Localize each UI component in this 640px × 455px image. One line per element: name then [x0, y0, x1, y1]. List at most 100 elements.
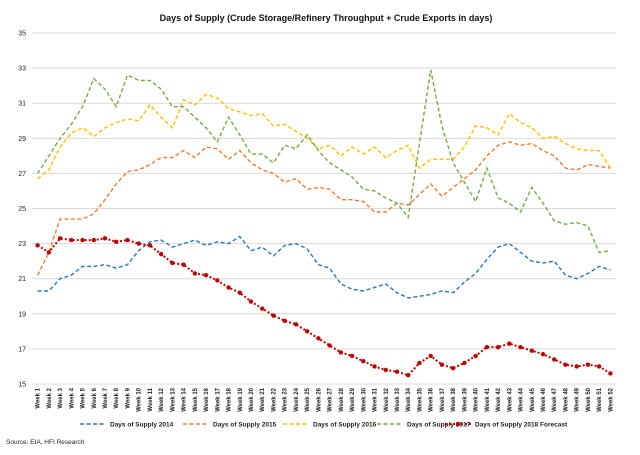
y-tick-label: 19 — [18, 311, 26, 318]
series-line-3 — [37, 93, 611, 180]
x-tick-label: Week 30 — [361, 387, 367, 412]
forecast-point — [192, 271, 198, 276]
forecast-point — [608, 371, 613, 376]
source-note: Source: EIA, HFI Research — [6, 439, 85, 446]
forecast-point — [361, 358, 366, 364]
forecast-point — [147, 243, 153, 248]
forecast-point — [552, 357, 557, 362]
x-tick-label: Week 22 — [271, 387, 277, 412]
x-tick-label: Week 51 — [597, 387, 603, 412]
x-tick-label: Week 38 — [451, 387, 457, 412]
forecast-point — [417, 360, 422, 366]
forecast-point — [248, 299, 254, 304]
forecast-point — [69, 237, 74, 243]
x-tick-label: Week 39 — [462, 387, 468, 412]
x-tick-label: Week 46 — [541, 387, 547, 412]
legend-label: Days of Supply 2018 Forecast — [475, 422, 568, 429]
x-tick-label: Week 52 — [608, 387, 614, 412]
x-tick-label: Week 27 — [328, 387, 334, 412]
x-tick-label: Week 26 — [316, 387, 322, 412]
x-tick-label: Week 15 — [193, 387, 199, 412]
y-tick-label: 29 — [18, 136, 26, 143]
x-tick-label: Week 40 — [474, 387, 480, 412]
x-tick-label: Week 23 — [283, 387, 289, 412]
x-tick-label: Week 35 — [417, 387, 423, 412]
x-tick-label: Week 28 — [339, 387, 345, 412]
legend: Days of Supply 2014 Days of Supply 2015 Da… — [80, 422, 568, 429]
x-tick-label: Week 7 — [103, 387, 109, 408]
x-tick-label: Week 36 — [429, 387, 435, 412]
forecast-point — [473, 353, 478, 359]
forecast-point — [158, 251, 164, 257]
x-tick-label: Week 21 — [260, 387, 266, 412]
series-line-5 — [37, 237, 611, 377]
x-tick-label: Week 44 — [519, 387, 525, 412]
legend-label: Days of Supply 2014 — [110, 422, 174, 429]
x-tick-label: Week 19 — [238, 387, 244, 412]
x-tick-label: Week 25 — [305, 387, 311, 412]
x-tick-label: Week 13 — [170, 387, 176, 412]
x-tick-label: Week 49 — [575, 387, 581, 412]
x-tick-label: Week 37 — [440, 387, 446, 412]
x-tick-label: Week 32 — [384, 387, 390, 412]
x-tick-label: Week 12 — [159, 387, 165, 412]
forecast-point — [574, 364, 579, 369]
series-line-4 — [37, 69, 611, 254]
forecast-point — [170, 260, 175, 266]
forecast-point — [316, 336, 321, 341]
forecast-point — [271, 313, 276, 318]
forecast-point — [293, 322, 299, 327]
forecast-point — [80, 237, 85, 243]
x-tick-label: Week 11 — [148, 387, 154, 411]
forecast-point — [35, 243, 40, 248]
forecast-point — [327, 343, 332, 348]
x-tick-label: Week 34 — [406, 387, 412, 412]
forecast-point — [484, 344, 490, 350]
x-tick-label: Week 2 — [47, 387, 53, 408]
x-tick-label: Week 42 — [496, 387, 502, 412]
x-tick-label: Week 1 — [36, 387, 42, 408]
legend-label: Days of Supply 2015 — [213, 422, 277, 429]
forecast-point — [57, 236, 63, 241]
x-tick-label: Week 5 — [81, 387, 87, 408]
series-lines — [35, 69, 613, 378]
x-tick-label: Week 6 — [92, 387, 98, 408]
x-tick-label: Week 24 — [294, 387, 300, 412]
x-tick-label: Week 43 — [507, 387, 513, 412]
forecast-point — [507, 341, 512, 346]
y-tick-label: 23 — [18, 241, 26, 248]
forecast-point — [125, 237, 130, 243]
forecast-point — [428, 353, 433, 359]
forecast-point — [102, 236, 108, 241]
forecast-point — [540, 351, 546, 357]
x-tick-label: Week 14 — [182, 387, 188, 412]
y-tick-label: 35 — [18, 31, 26, 38]
forecast-point — [518, 344, 523, 350]
legend-marker — [455, 421, 461, 427]
x-tick-label: Week 4 — [69, 387, 75, 408]
x-tick-label: Week 16 — [204, 387, 210, 412]
x-tick-label: Week 45 — [530, 387, 536, 412]
x-tick-label: Week 18 — [227, 387, 233, 412]
x-tick-label: Week 17 — [215, 387, 221, 412]
legend-label: Days of Supply 2016 — [313, 422, 377, 429]
x-tick-label: Week 29 — [350, 387, 356, 412]
x-tick-label: Week 31 — [373, 387, 379, 412]
forecast-point — [596, 364, 602, 369]
x-tick-label: Week 3 — [58, 387, 64, 408]
y-tick-label: 27 — [18, 171, 26, 178]
x-tick-label: Week 10 — [137, 387, 143, 412]
x-tick-label: Week 20 — [249, 387, 255, 412]
forecast-point — [406, 373, 411, 378]
forecast-point — [114, 239, 119, 245]
series-line-2 — [36, 141, 611, 276]
forecast-point — [46, 250, 52, 255]
y-tick-label: 25 — [18, 206, 26, 213]
gridlines — [32, 32, 616, 385]
forecast-point — [203, 272, 209, 278]
forecast-point — [563, 362, 568, 367]
y-tick-label: 15 — [18, 382, 26, 389]
x-axis-ticks: Week 1 Week 2 Week 3 Week 4 Week 5 Week 6 Week… — [36, 387, 615, 412]
